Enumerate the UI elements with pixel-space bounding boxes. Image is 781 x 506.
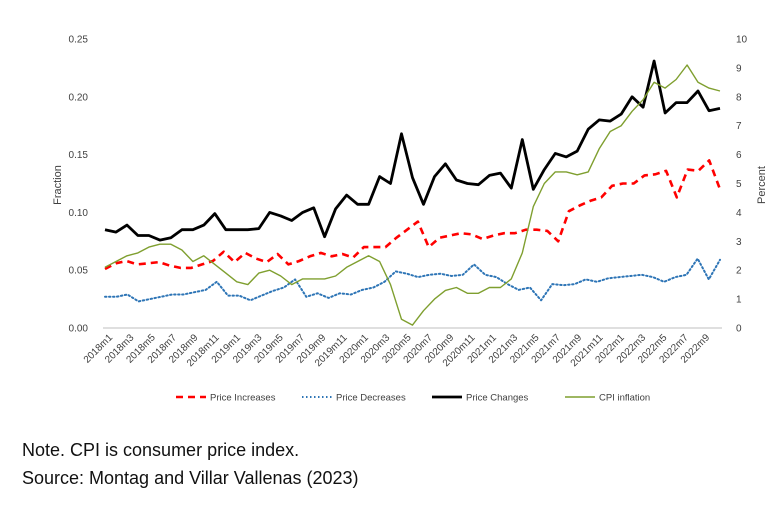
legend-label: Price Increases bbox=[210, 393, 276, 404]
plot-area: 0.000.050.100.150.200.250123456789102018… bbox=[69, 35, 748, 370]
y2-tick-label: 1 bbox=[736, 295, 742, 306]
y-tick-label: 0.10 bbox=[69, 208, 89, 219]
y2-tick-label: 0 bbox=[736, 324, 742, 335]
y2-tick-label: 4 bbox=[736, 208, 742, 219]
series-line-price-decreases bbox=[104, 257, 721, 303]
y-tick-label: 0.20 bbox=[69, 92, 89, 103]
y-axis-title: Fraction bbox=[52, 165, 64, 205]
y-tick-label: 0.15 bbox=[69, 150, 89, 161]
y2-tick-label: 9 bbox=[736, 63, 742, 74]
legend-label: CPI inflation bbox=[599, 393, 650, 404]
y-tick-label: 0.25 bbox=[69, 35, 89, 46]
y-tick-label: 0.00 bbox=[69, 324, 89, 335]
legend-label: Price Decreases bbox=[336, 393, 406, 404]
note-text: Note. CPI is consumer price index. bbox=[22, 440, 300, 460]
chart: 0.000.050.100.150.200.250123456789102018… bbox=[52, 35, 768, 404]
y2-tick-label: 6 bbox=[736, 150, 742, 161]
y2-tick-label: 3 bbox=[736, 237, 742, 248]
y2-tick-label: 5 bbox=[736, 179, 742, 190]
y2-axis-title: Percent bbox=[756, 166, 768, 204]
series-line-cpi-inflation bbox=[104, 64, 721, 326]
y-tick-label: 0.05 bbox=[69, 266, 89, 277]
y2-tick-label: 8 bbox=[736, 92, 742, 103]
y2-tick-label: 7 bbox=[736, 121, 742, 132]
source-text: Source: Montag and Villar Vallenas (2023… bbox=[22, 468, 359, 488]
legend: Price Increases Price Decreases Price Chan… bbox=[176, 393, 650, 404]
series-line-price-changes bbox=[104, 59, 721, 242]
legend-label: Price Changes bbox=[466, 393, 529, 404]
y2-tick-label: 10 bbox=[736, 35, 748, 46]
y2-tick-label: 2 bbox=[736, 266, 742, 277]
